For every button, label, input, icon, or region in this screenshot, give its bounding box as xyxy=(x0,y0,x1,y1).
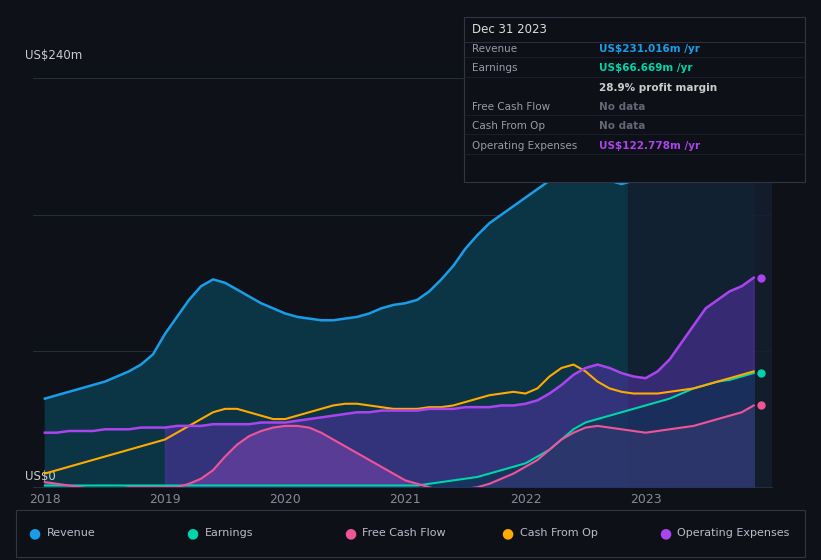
Text: Free Cash Flow: Free Cash Flow xyxy=(472,102,550,112)
Text: No data: No data xyxy=(599,122,645,131)
Text: Revenue: Revenue xyxy=(472,44,517,54)
Text: Dec 31 2023: Dec 31 2023 xyxy=(472,22,547,36)
Text: ●: ● xyxy=(659,526,672,540)
Text: ●: ● xyxy=(29,526,41,540)
Text: Earnings: Earnings xyxy=(204,529,253,538)
Text: Cash From Op: Cash From Op xyxy=(472,122,545,131)
Text: Revenue: Revenue xyxy=(47,529,95,538)
Text: US$0: US$0 xyxy=(25,470,56,483)
Text: 28.9% profit margin: 28.9% profit margin xyxy=(599,83,718,93)
Text: US$122.778m /yr: US$122.778m /yr xyxy=(599,141,700,151)
Text: Cash From Op: Cash From Op xyxy=(520,529,598,538)
Text: Operating Expenses: Operating Expenses xyxy=(677,529,790,538)
Text: ●: ● xyxy=(186,526,199,540)
Bar xyxy=(627,78,772,487)
Text: ●: ● xyxy=(502,526,514,540)
Text: US$231.016m /yr: US$231.016m /yr xyxy=(599,44,700,54)
Text: US$66.669m /yr: US$66.669m /yr xyxy=(599,63,693,73)
Text: ●: ● xyxy=(344,526,356,540)
Text: Free Cash Flow: Free Cash Flow xyxy=(362,529,446,538)
Text: Operating Expenses: Operating Expenses xyxy=(472,141,577,151)
Text: Earnings: Earnings xyxy=(472,63,517,73)
Text: US$240m: US$240m xyxy=(25,49,83,62)
Text: No data: No data xyxy=(599,102,645,112)
